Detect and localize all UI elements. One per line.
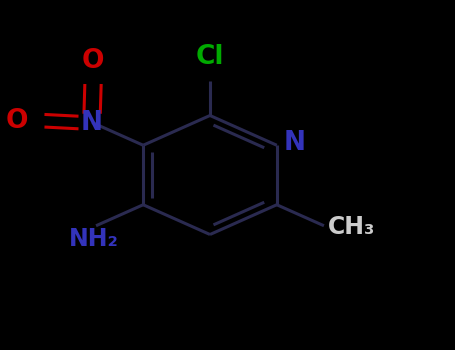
Text: Cl: Cl bbox=[196, 44, 224, 70]
Text: CH₃: CH₃ bbox=[328, 216, 375, 239]
Text: O: O bbox=[82, 48, 104, 74]
Text: NH₂: NH₂ bbox=[69, 228, 119, 252]
Text: N: N bbox=[81, 110, 103, 135]
Text: O: O bbox=[6, 108, 29, 134]
Text: N: N bbox=[283, 131, 306, 156]
